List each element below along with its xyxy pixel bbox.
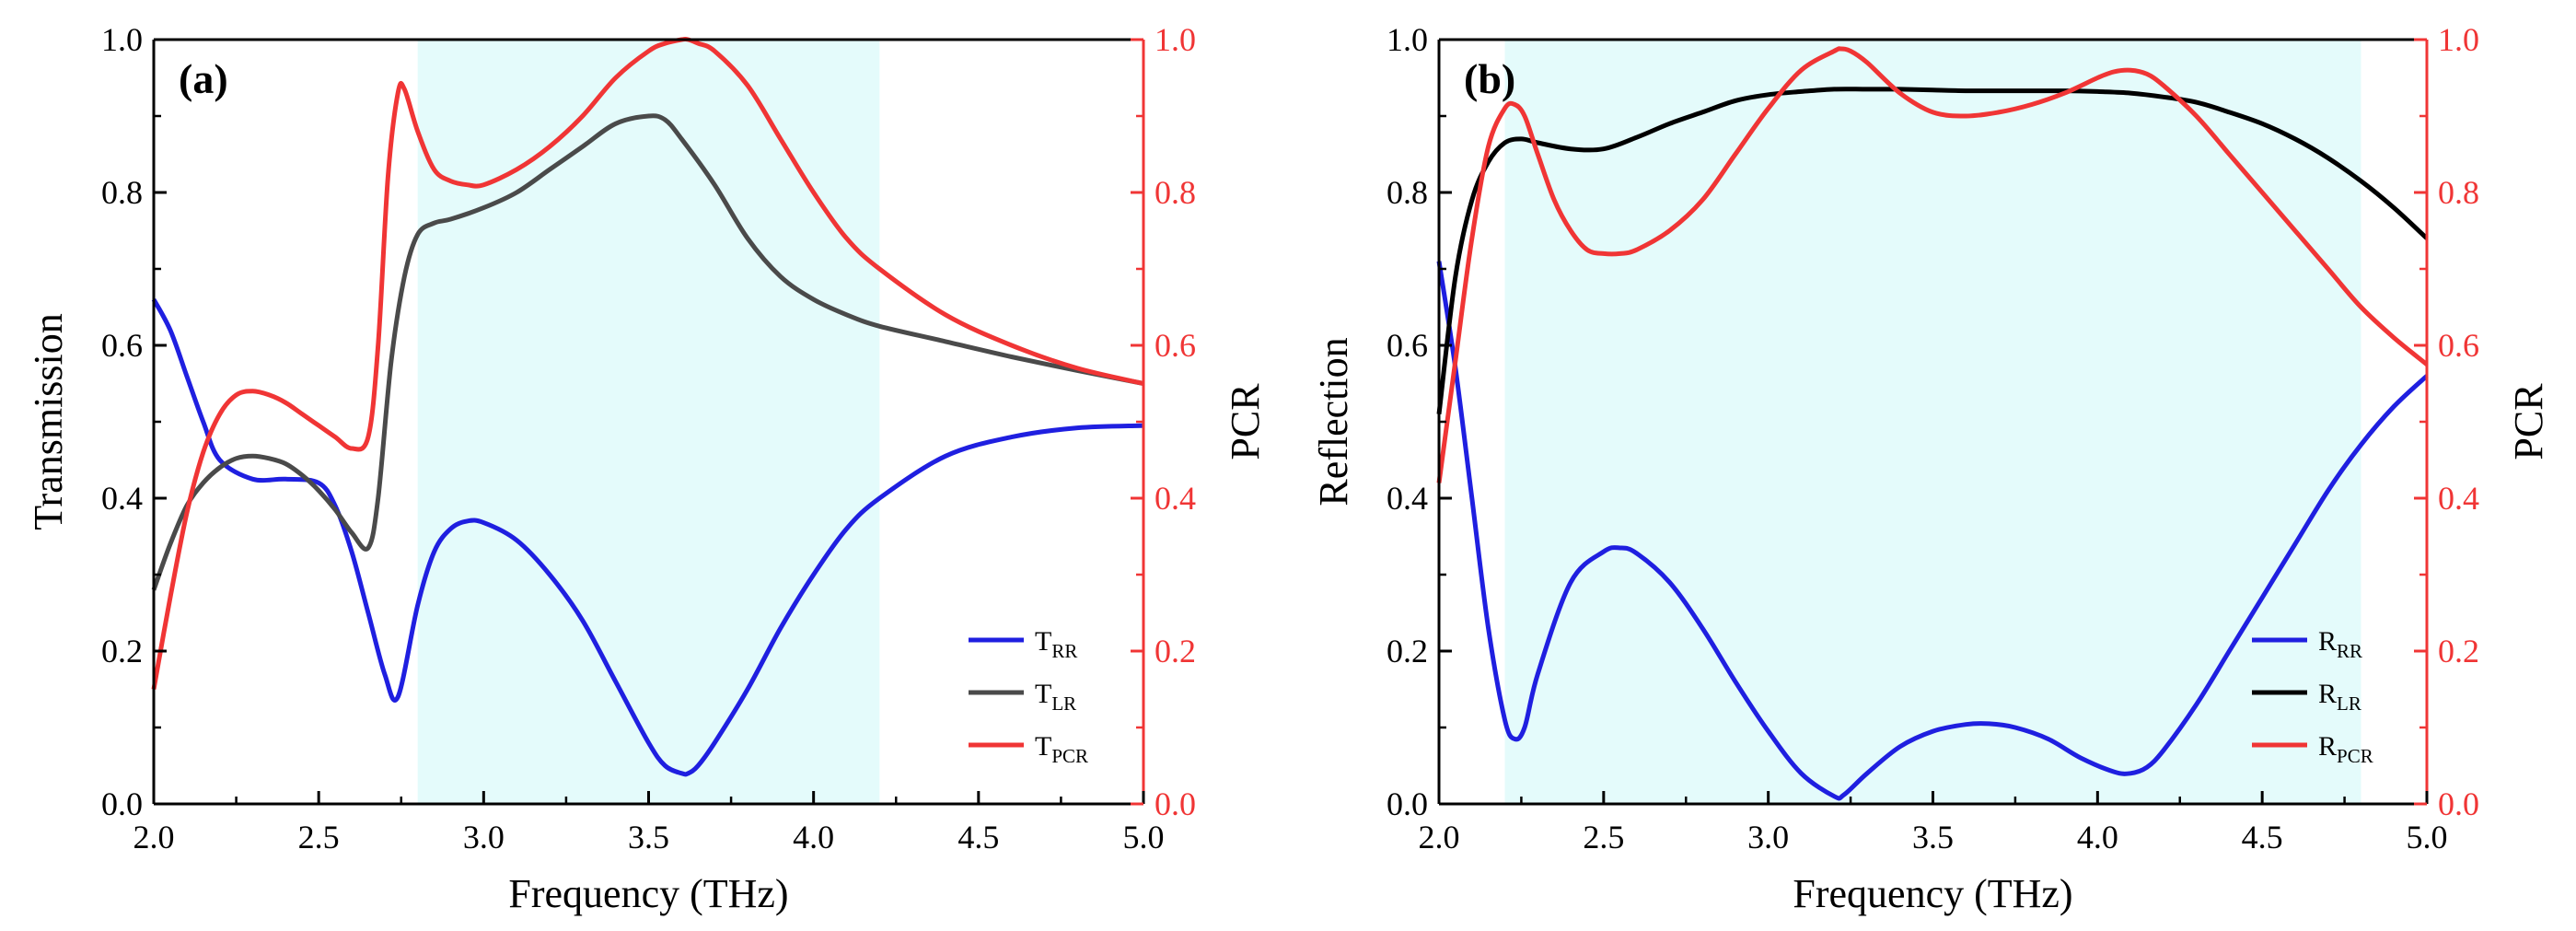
panel-a-shaded-band: [417, 40, 880, 804]
panel-a-x-tick-label: 2.5: [298, 819, 340, 855]
panel-b-y-tick-label: 0.4: [1387, 480, 1428, 517]
panel-b-series-rr-line: [1436, 261, 2429, 801]
panel-a-y-tick-label: 0.0: [101, 786, 143, 822]
panel-a-right-tick-label: 0.2: [1155, 633, 1196, 669]
panel-a-legend-label: TLR: [1035, 679, 1076, 715]
panel-a-legend-subscript: RR: [1051, 640, 1077, 662]
panel-a-right-tick-label: 1.0: [1155, 21, 1196, 58]
panel-b-x-tick-label: 5.0: [2407, 819, 2448, 855]
panel-b-right-tick-label: 0.2: [2438, 633, 2479, 669]
panel-b-x-tick-label: 2.0: [1419, 819, 1460, 855]
panel-b-right-tick-label: 0.0: [2438, 786, 2479, 822]
panel-a-y-tick-label: 0.8: [101, 174, 143, 211]
panel-a-y-tick-label: 0.4: [101, 480, 143, 517]
panel-b-x-tick-label: 3.0: [1747, 819, 1789, 855]
panel-b-right-tick-label: 0.6: [2438, 327, 2479, 364]
panel-b-y-axis-label: Reflection: [1311, 337, 1356, 506]
panel-b-series-lr-line: [1436, 87, 2429, 414]
panel-a-x-tick-label: 3.0: [463, 819, 505, 855]
panel-a-y-tick-label: 0.6: [101, 327, 143, 364]
panel-b-legend-subscript: PCR: [2337, 745, 2373, 767]
panel-a-right-tick-label: 0.8: [1155, 174, 1196, 211]
panel-b-x-tick-label: 4.0: [2077, 819, 2118, 855]
panel-a-x-tick-label: 3.5: [628, 819, 669, 855]
panel-b-y-tick-label: 0.6: [1387, 327, 1428, 364]
panel-b-shaded-band: [1504, 40, 2361, 804]
panel-b-y-tick-label: 1.0: [1387, 21, 1428, 58]
panel-b-y-tick-label: 0.8: [1387, 174, 1428, 211]
panel-a-x-axis-label: Frequency (THz): [508, 871, 788, 916]
panel-a-x-tick-label: 4.0: [793, 819, 834, 855]
panel-b-x-tick-label: 4.5: [2242, 819, 2283, 855]
panel-b-legend-subscript: LR: [2337, 692, 2361, 715]
panel-b-right-axis-label: PCR: [2506, 383, 2551, 460]
panel-b-x-axis-label: Frequency (THz): [1793, 871, 2072, 916]
panel-a-series-pcr-line: [151, 36, 1144, 690]
panel-a-legend-label: TRR: [1035, 626, 1077, 662]
panel-a-y-tick-label: 1.0: [101, 21, 143, 58]
panel-b-right-tick-label: 1.0: [2438, 21, 2479, 58]
panel-a-series-rr-line: [151, 297, 1144, 777]
panel-a-series-lr-line: [151, 113, 1144, 591]
panel-b-right-tick-label: 0.4: [2438, 480, 2479, 517]
panel-b-label: (b): [1464, 55, 1515, 102]
panel-b-right-tick-label: 0.8: [2438, 174, 2479, 211]
panel-a-y-tick-label: 0.2: [101, 633, 143, 669]
panel-a-right-tick-label: 0.4: [1155, 480, 1196, 517]
panel-a-legend-label: TPCR: [1035, 731, 1088, 767]
panel-b-series-pcr-line: [1436, 46, 2429, 483]
panel-a-right-tick-label: 0.0: [1155, 786, 1196, 822]
panel-a-x-tick-label: 5.0: [1123, 819, 1165, 855]
panel-a-legend-subscript: LR: [1051, 692, 1076, 715]
panel-b-y-tick-label: 0.0: [1387, 786, 1428, 822]
panel-a-legend-subscript: PCR: [1051, 745, 1088, 767]
panel-b-legend-subscript: RR: [2337, 640, 2362, 662]
panel-a-label: (a): [179, 55, 228, 102]
panel-a: 2.0 2.5 3.0 3.5 4.0 4.5 5.00.00.20.40.60.81.00…: [26, 21, 1268, 916]
panel-b-x-tick-label: 3.5: [1912, 819, 1954, 855]
panel-b-y-tick-label: 0.2: [1387, 633, 1428, 669]
panel-a-right-tick-label: 0.6: [1155, 327, 1196, 364]
panel-a-y-axis-label: Transmission: [26, 313, 71, 530]
panel-a-x-tick-label: 2.0: [133, 819, 175, 855]
panel-a-right-axis-label: PCR: [1223, 383, 1268, 460]
panel-b-x-tick-label: 2.5: [1583, 819, 1624, 855]
panel-a-x-tick-label: 4.5: [957, 819, 999, 855]
panel-b: 2.0 2.5 3.0 3.5 4.0 4.5 5.00.00.20.40.60.81.00…: [1311, 21, 2551, 916]
